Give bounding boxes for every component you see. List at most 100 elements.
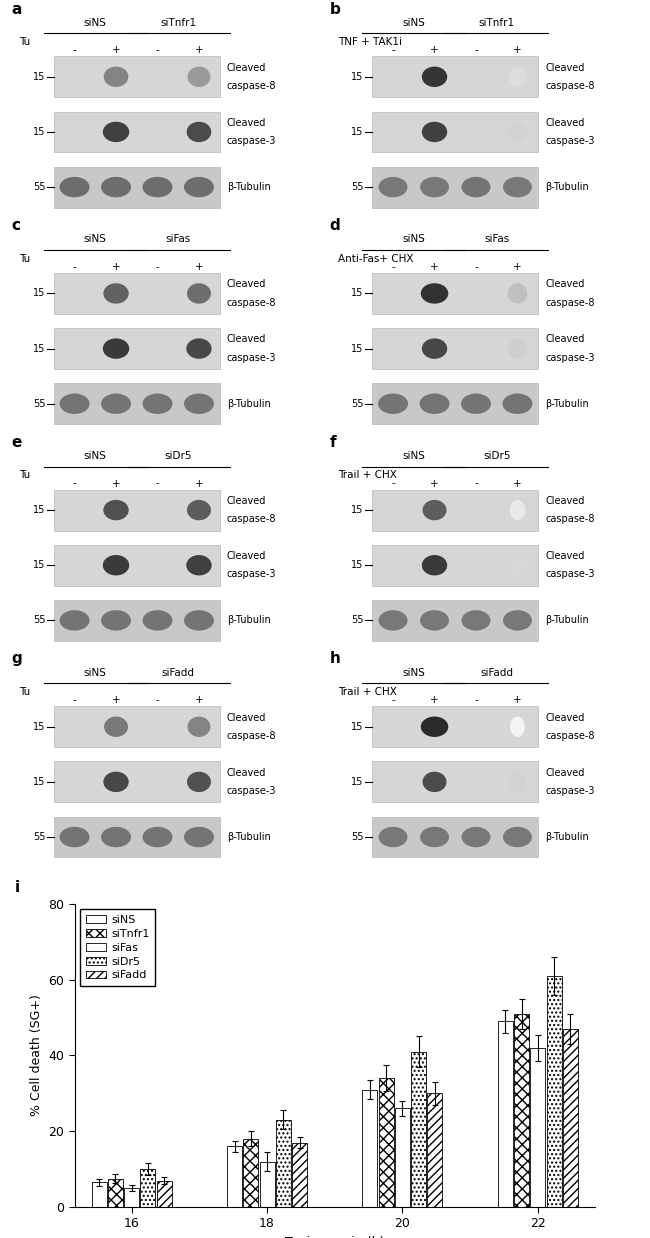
Text: siTnfr1: siTnfr1 <box>160 17 196 27</box>
Text: -: - <box>155 696 159 706</box>
Text: Cleaved: Cleaved <box>227 280 266 290</box>
Text: TNF + TAK1i: TNF + TAK1i <box>338 37 402 47</box>
Ellipse shape <box>461 394 491 413</box>
Text: siNS: siNS <box>402 667 425 677</box>
Ellipse shape <box>184 827 214 847</box>
Text: caspase-3: caspase-3 <box>545 569 595 579</box>
Text: -: - <box>73 696 77 706</box>
Ellipse shape <box>187 500 211 520</box>
Y-axis label: % Cell death (SG+): % Cell death (SG+) <box>30 994 43 1117</box>
Text: Tu: Tu <box>20 470 31 480</box>
Text: caspase-3: caspase-3 <box>227 136 276 146</box>
Bar <box>379 1078 394 1207</box>
Ellipse shape <box>60 394 90 413</box>
Text: 55: 55 <box>351 832 364 842</box>
Bar <box>372 817 538 858</box>
Ellipse shape <box>422 121 447 142</box>
Bar <box>372 328 538 369</box>
Ellipse shape <box>509 67 527 87</box>
Text: β-Tubulin: β-Tubulin <box>227 832 270 842</box>
Text: caspase-3: caspase-3 <box>227 569 276 579</box>
Text: 15: 15 <box>33 128 46 137</box>
Text: Tu: Tu <box>20 687 31 697</box>
Text: a: a <box>11 1 21 16</box>
Text: 15: 15 <box>352 561 364 571</box>
Ellipse shape <box>378 394 408 413</box>
Text: -: - <box>474 46 478 56</box>
Text: Tu: Tu <box>20 254 31 264</box>
Bar <box>54 384 220 425</box>
Bar <box>428 1093 443 1207</box>
Bar <box>54 57 220 98</box>
Text: Cleaved: Cleaved <box>227 551 266 561</box>
X-axis label: Tunicamycin (h): Tunicamycin (h) <box>285 1236 384 1238</box>
Text: caspase-8: caspase-8 <box>227 730 276 740</box>
Bar <box>372 111 538 152</box>
Ellipse shape <box>187 121 211 142</box>
Text: -: - <box>73 262 77 272</box>
Bar <box>372 384 538 425</box>
Ellipse shape <box>503 610 532 630</box>
Ellipse shape <box>187 338 212 359</box>
Ellipse shape <box>420 610 449 630</box>
Bar <box>372 600 538 641</box>
Text: 15: 15 <box>33 777 46 787</box>
Legend: siNS, siTnfr1, siFas, siDr5, siFadd: siNS, siTnfr1, siFas, siDr5, siFadd <box>81 909 155 985</box>
Ellipse shape <box>187 771 211 792</box>
Text: caspase-8: caspase-8 <box>227 80 276 90</box>
Ellipse shape <box>422 555 447 576</box>
Ellipse shape <box>378 177 408 197</box>
Ellipse shape <box>184 610 214 630</box>
Text: 15: 15 <box>33 288 46 298</box>
Text: caspase-3: caspase-3 <box>545 353 595 363</box>
Text: β-Tubulin: β-Tubulin <box>545 615 589 625</box>
Bar <box>276 1120 291 1207</box>
Bar <box>108 1179 123 1207</box>
Text: -: - <box>391 479 395 489</box>
Bar <box>140 1169 155 1207</box>
Text: -: - <box>391 46 395 56</box>
Text: Tu: Tu <box>20 37 31 47</box>
Text: 15: 15 <box>33 72 46 82</box>
Text: β-Tubulin: β-Tubulin <box>545 832 589 842</box>
Text: siFadd: siFadd <box>162 667 195 677</box>
Ellipse shape <box>462 827 491 847</box>
Text: 55: 55 <box>32 615 46 625</box>
Text: c: c <box>11 218 20 233</box>
Text: Cleaved: Cleaved <box>545 713 585 723</box>
Text: i: i <box>15 880 20 895</box>
Ellipse shape <box>184 394 214 413</box>
Bar <box>54 600 220 641</box>
Text: 15: 15 <box>352 288 364 298</box>
Ellipse shape <box>101 177 131 197</box>
Text: siTnfr1: siTnfr1 <box>478 17 515 27</box>
Text: Cleaved: Cleaved <box>227 496 266 506</box>
Text: e: e <box>11 435 21 449</box>
Bar <box>124 1188 139 1207</box>
Text: Cleaved: Cleaved <box>227 63 266 73</box>
Ellipse shape <box>421 284 448 303</box>
Text: Cleaved: Cleaved <box>545 334 585 344</box>
Text: Cleaved: Cleaved <box>545 63 585 73</box>
Bar <box>54 274 220 314</box>
Text: siNS: siNS <box>84 451 107 461</box>
Bar <box>372 707 538 748</box>
Ellipse shape <box>420 177 449 197</box>
Bar <box>563 1029 578 1207</box>
Bar <box>372 167 538 208</box>
Ellipse shape <box>422 500 447 520</box>
Text: caspase-8: caspase-8 <box>227 514 276 524</box>
Text: 55: 55 <box>351 615 364 625</box>
Text: f: f <box>330 435 336 449</box>
Bar <box>54 761 220 802</box>
Ellipse shape <box>378 827 408 847</box>
Ellipse shape <box>101 394 131 413</box>
Text: siNS: siNS <box>402 17 425 27</box>
Text: +: + <box>112 479 120 489</box>
Text: caspase-3: caspase-3 <box>227 786 276 796</box>
Text: 15: 15 <box>33 344 46 354</box>
Ellipse shape <box>104 717 128 737</box>
Bar <box>243 1139 258 1207</box>
Ellipse shape <box>142 177 172 197</box>
Bar <box>54 817 220 858</box>
